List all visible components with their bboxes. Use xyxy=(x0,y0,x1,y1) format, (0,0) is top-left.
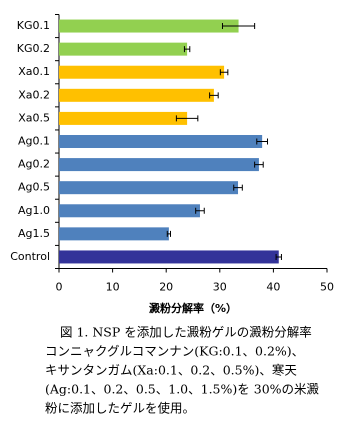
error-bar xyxy=(275,253,282,260)
y-tick-label: Control xyxy=(10,250,50,263)
x-tick-label: 40 xyxy=(266,281,280,294)
bar xyxy=(59,19,239,33)
bar xyxy=(59,158,259,172)
caption-line: 粉に添加したゲルを使用。 xyxy=(45,401,195,416)
y-tick-label: Xa0.1 xyxy=(18,65,50,78)
error-bar xyxy=(195,207,205,214)
caption-line: コンニャクグルコマンナン(KG:0.1、0.2%)、 xyxy=(45,344,304,359)
bar xyxy=(59,111,188,125)
error-bar xyxy=(254,161,264,168)
y-tick-label: Xa0.5 xyxy=(18,111,50,124)
x-axis-label: 澱粉分解率（%） xyxy=(149,301,237,315)
error-bar xyxy=(183,46,191,53)
bar xyxy=(59,181,239,195)
y-tick-label: Ag0.2 xyxy=(18,158,50,171)
y-tick-label: Ag0.5 xyxy=(18,181,50,194)
caption-line: キサンタンガム(Xa:0.1、0.2、0.5%)、寒天 xyxy=(45,363,297,378)
error-bar xyxy=(256,138,269,145)
bar xyxy=(59,135,263,148)
caption-line: 図 1. NSP を添加した澱粉ゲルの澱粉分解率 xyxy=(60,325,312,340)
bar xyxy=(59,65,225,79)
bar xyxy=(59,227,169,241)
bar xyxy=(59,204,200,218)
y-tick-label: Xa0.2 xyxy=(18,88,50,101)
bar xyxy=(59,88,214,102)
caption-line: (Ag:0.1、0.2、0.5、1.0、1.5%)を 30%の米澱 xyxy=(45,382,320,397)
x-tick-label: 50 xyxy=(320,281,334,294)
error-bar xyxy=(166,230,171,237)
error-bar xyxy=(209,92,219,99)
x-tick-label: 20 xyxy=(159,281,173,294)
bar xyxy=(59,42,188,56)
y-tick-label: Ag1.5 xyxy=(18,227,50,240)
y-tick-label: KG0.2 xyxy=(17,42,50,55)
y-tick-label: KG0.1 xyxy=(17,19,50,32)
error-bar xyxy=(233,184,243,191)
y-tick-label: Ag1.0 xyxy=(18,204,50,217)
error-bar xyxy=(219,69,229,76)
x-tick-label: 30 xyxy=(213,281,227,294)
x-tick-label: 10 xyxy=(106,281,120,294)
y-tick-label: Ag0.1 xyxy=(18,135,50,148)
error-bar xyxy=(175,115,199,122)
x-tick-label: 0 xyxy=(56,281,63,294)
error-bar xyxy=(221,23,256,30)
bar xyxy=(59,250,279,264)
